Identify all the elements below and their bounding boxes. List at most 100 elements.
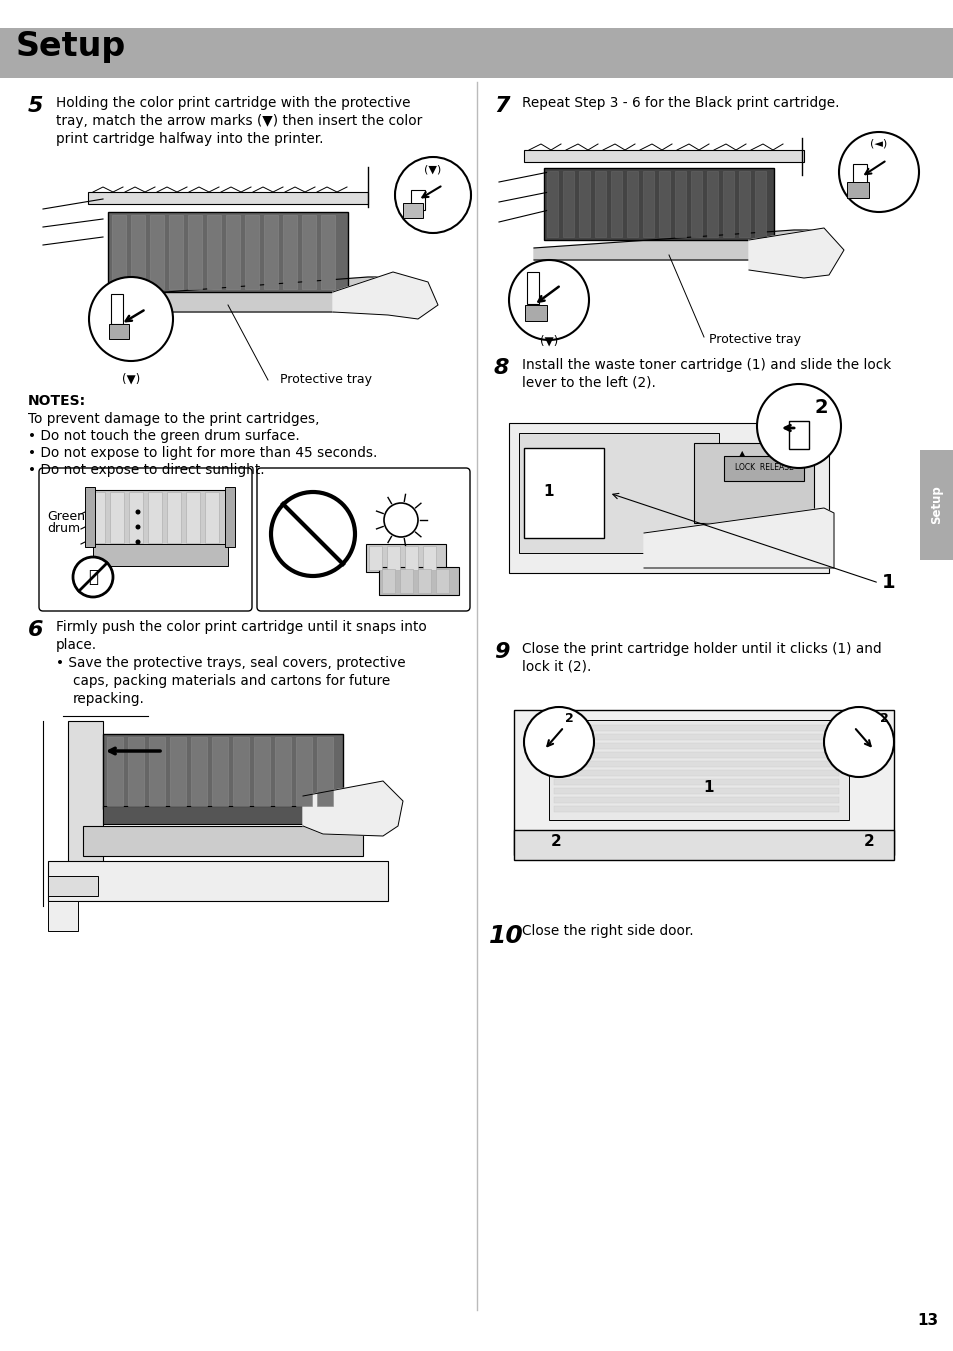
Bar bbox=[595, 172, 605, 236]
Bar bbox=[149, 738, 165, 807]
Bar bbox=[626, 172, 638, 236]
Bar bbox=[378, 567, 458, 594]
Text: ▲: ▲ bbox=[738, 449, 744, 458]
Text: NOTES:: NOTES: bbox=[28, 394, 86, 408]
Bar bbox=[739, 172, 749, 236]
Text: place.: place. bbox=[56, 638, 97, 653]
Text: 1: 1 bbox=[543, 484, 554, 499]
Bar bbox=[103, 807, 343, 824]
Text: 6: 6 bbox=[28, 620, 44, 640]
Bar bbox=[83, 825, 363, 857]
Circle shape bbox=[135, 524, 140, 530]
Text: LOCK  RELEASE: LOCK RELEASE bbox=[734, 463, 793, 473]
Bar bbox=[88, 192, 368, 204]
Text: 10: 10 bbox=[489, 924, 523, 948]
Bar bbox=[205, 492, 219, 543]
Circle shape bbox=[838, 132, 918, 212]
Bar bbox=[111, 295, 123, 324]
Bar bbox=[852, 163, 866, 184]
Bar bbox=[754, 172, 765, 236]
Text: Protective tray: Protective tray bbox=[708, 332, 801, 346]
Text: Firmly push the color print cartridge until it snaps into: Firmly push the color print cartridge un… bbox=[56, 620, 426, 634]
Bar bbox=[264, 215, 277, 289]
Text: 5: 5 bbox=[28, 96, 44, 116]
Polygon shape bbox=[643, 508, 833, 567]
Text: Install the waste toner cartridge (1) and slide the lock: Install the waste toner cartridge (1) an… bbox=[521, 358, 890, 372]
Bar bbox=[422, 546, 436, 570]
Bar bbox=[233, 738, 249, 807]
Text: 1: 1 bbox=[703, 781, 714, 796]
Bar bbox=[554, 725, 838, 731]
Text: To prevent damage to the print cartridges,: To prevent damage to the print cartridge… bbox=[28, 412, 319, 426]
Bar bbox=[788, 422, 808, 449]
Bar bbox=[546, 172, 558, 236]
Bar bbox=[48, 875, 98, 896]
Bar bbox=[514, 711, 893, 855]
Bar bbox=[514, 830, 893, 861]
Bar bbox=[88, 490, 228, 544]
Bar bbox=[188, 215, 202, 289]
Bar bbox=[320, 215, 335, 289]
Text: • Do not touch the green drum surface.: • Do not touch the green drum surface. bbox=[28, 430, 299, 443]
Bar bbox=[399, 569, 413, 593]
Text: (▼): (▼) bbox=[424, 165, 441, 176]
Text: ✋: ✋ bbox=[88, 567, 98, 586]
Bar bbox=[919, 450, 953, 561]
Circle shape bbox=[135, 539, 140, 544]
Circle shape bbox=[509, 259, 588, 340]
Text: 1: 1 bbox=[882, 574, 895, 593]
Bar bbox=[129, 492, 143, 543]
Bar bbox=[723, 457, 803, 481]
Bar bbox=[524, 305, 546, 322]
Bar bbox=[274, 738, 291, 807]
Bar bbox=[562, 172, 574, 236]
Bar bbox=[110, 492, 124, 543]
Circle shape bbox=[384, 503, 417, 536]
Bar bbox=[690, 172, 701, 236]
Bar bbox=[518, 434, 719, 553]
Bar bbox=[436, 569, 449, 593]
Polygon shape bbox=[748, 228, 843, 278]
Text: Protective tray: Protective tray bbox=[280, 373, 372, 386]
Text: 13: 13 bbox=[917, 1313, 938, 1328]
Text: drum: drum bbox=[47, 521, 80, 535]
Bar bbox=[225, 486, 234, 547]
Text: tray, match the arrow marks (▼) then insert the color: tray, match the arrow marks (▼) then ins… bbox=[56, 113, 422, 128]
Bar bbox=[85, 486, 95, 547]
Bar bbox=[554, 743, 838, 748]
Bar bbox=[554, 761, 838, 767]
Text: lever to the left (2).: lever to the left (2). bbox=[521, 376, 655, 390]
Text: 2: 2 bbox=[564, 712, 573, 725]
Text: • Do not expose to light for more than 45 seconds.: • Do not expose to light for more than 4… bbox=[28, 446, 377, 459]
Bar bbox=[169, 215, 183, 289]
Bar bbox=[405, 546, 417, 570]
Text: Close the print cartridge holder until it clicks (1) and: Close the print cartridge holder until i… bbox=[521, 642, 881, 657]
Text: 2: 2 bbox=[550, 835, 560, 850]
Circle shape bbox=[823, 707, 893, 777]
Bar bbox=[554, 788, 838, 794]
Text: print cartridge halfway into the printer.: print cartridge halfway into the printer… bbox=[56, 132, 323, 146]
Circle shape bbox=[523, 707, 594, 777]
Polygon shape bbox=[534, 230, 823, 259]
Bar bbox=[207, 215, 221, 289]
Bar bbox=[693, 443, 813, 523]
Bar bbox=[253, 738, 270, 807]
Circle shape bbox=[395, 157, 471, 232]
Bar bbox=[186, 492, 200, 543]
Bar bbox=[212, 738, 228, 807]
Circle shape bbox=[73, 557, 112, 597]
Bar bbox=[411, 190, 424, 209]
Bar bbox=[167, 492, 181, 543]
Text: Holding the color print cartridge with the protective: Holding the color print cartridge with t… bbox=[56, 96, 410, 109]
Bar bbox=[554, 770, 838, 775]
Text: (▼): (▼) bbox=[539, 335, 558, 349]
Text: ▲: ▲ bbox=[785, 449, 791, 458]
Bar bbox=[107, 738, 123, 807]
Bar bbox=[245, 215, 258, 289]
Text: Setup: Setup bbox=[929, 485, 943, 524]
Bar bbox=[659, 172, 669, 236]
Bar bbox=[578, 172, 589, 236]
Text: (◄): (◄) bbox=[869, 138, 886, 149]
Polygon shape bbox=[98, 277, 382, 312]
Bar bbox=[675, 172, 685, 236]
